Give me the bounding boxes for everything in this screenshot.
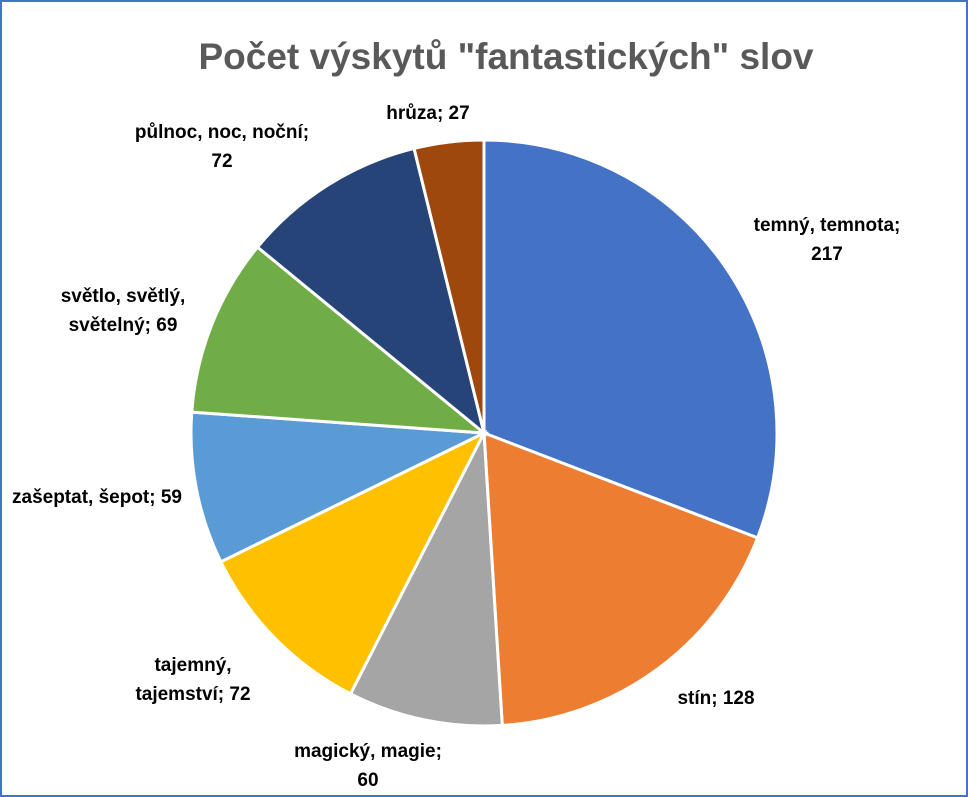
pie-slice <box>218 429 488 696</box>
slice-data-label: temný, temnota; 217 <box>754 215 901 265</box>
slice-data-label-line: stín; 128 <box>677 688 754 709</box>
slice-data-label: světlo, světlý, světelný; 69 <box>61 286 186 336</box>
slice-data-label-line: hrůza; 27 <box>386 103 469 124</box>
slice-data-label-line: magický, magie; <box>294 741 442 762</box>
slice-data-label-line: zašeptat, šepot; 59 <box>12 487 182 508</box>
slice-data-label: stín; 128 <box>677 688 754 709</box>
pie-slice <box>482 138 779 540</box>
pie-slice <box>190 245 489 435</box>
slice-data-label: tajemný, tajemství; 72 <box>135 655 250 705</box>
chart-title: Počet výskytů "fantastických" slov <box>198 36 814 77</box>
slice-data-label-line: tajemství; 72 <box>135 684 250 705</box>
slice-data-label: půlnoc, noc, noční; 72 <box>135 122 309 172</box>
slice-data-label-line: světlo, světlý, <box>61 286 186 307</box>
slice-data-label-line: tajemný, <box>154 655 231 676</box>
pie-slice <box>189 410 490 564</box>
slice-data-label-line: 60 <box>357 770 378 791</box>
pie-slice <box>412 138 486 434</box>
slice-data-label-line: 72 <box>211 151 232 172</box>
slice-data-label-line: světelný; 69 <box>69 315 178 336</box>
slice-data-label-line: temný, temnota; <box>754 215 901 236</box>
pie-slice <box>482 430 760 728</box>
slice-data-label-line: 217 <box>811 244 843 265</box>
slice-data-label: hrůza; 27 <box>386 103 469 124</box>
slice-data-label-line: půlnoc, noc, noční; <box>135 122 309 143</box>
pie-slice <box>255 146 487 438</box>
slice-data-label: zašeptat, šepot; 59 <box>12 487 182 508</box>
pie-slice <box>348 427 504 728</box>
slice-data-label: magický, magie; 60 <box>294 741 442 791</box>
